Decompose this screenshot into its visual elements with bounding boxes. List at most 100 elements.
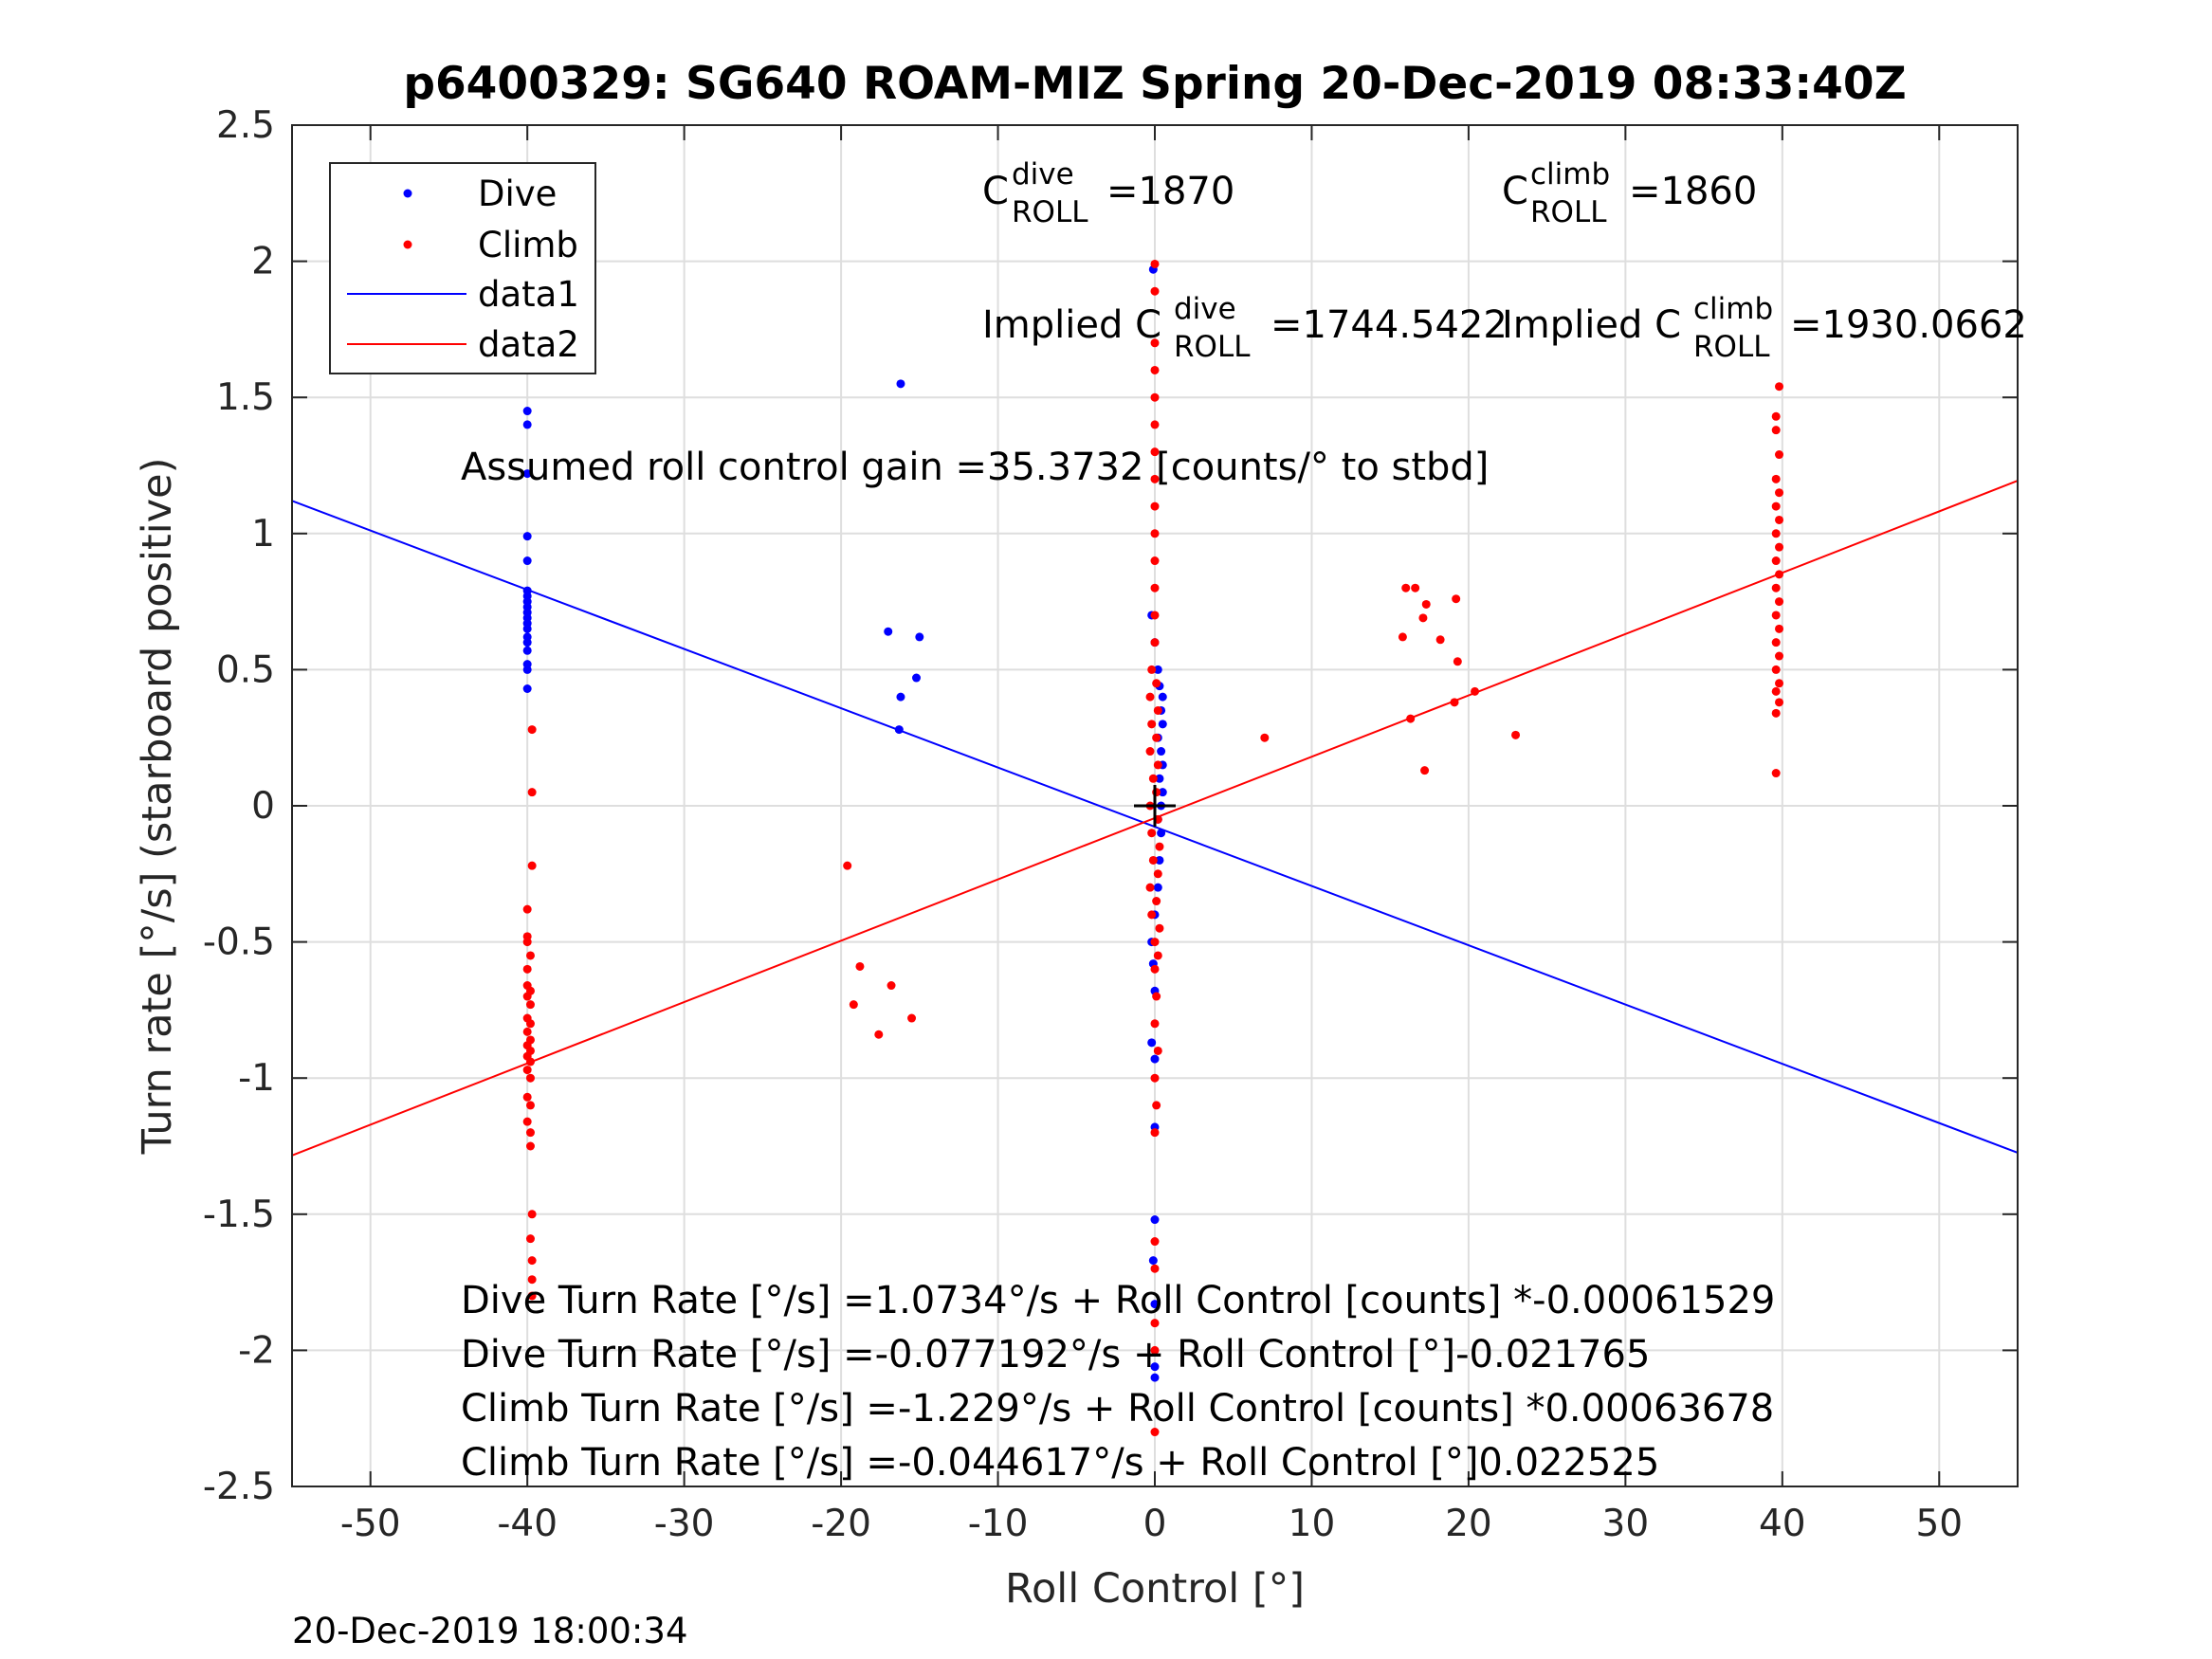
data-points	[522, 259, 1784, 1437]
point-dive	[1158, 788, 1167, 797]
point-climb	[525, 1101, 535, 1110]
x-tick-label: 0	[1143, 1503, 1167, 1545]
x-tick-label: 10	[1289, 1503, 1336, 1545]
point-climb	[1153, 951, 1162, 960]
x-tick-label: -30	[654, 1503, 715, 1545]
point-climb	[1771, 583, 1781, 592]
point-climb	[887, 981, 896, 991]
point-dive	[1155, 774, 1164, 783]
y-tick-label: 0	[251, 785, 275, 828]
point-climb	[1148, 774, 1158, 783]
point-climb	[1775, 624, 1784, 633]
point-climb	[1771, 556, 1781, 566]
point-climb	[1150, 556, 1160, 566]
c-dive-base: C	[982, 170, 1009, 213]
y-tick-label: 1	[251, 513, 275, 556]
point-climb	[1775, 570, 1784, 579]
point-dive	[522, 665, 532, 674]
point-dive	[896, 379, 905, 389]
fit-line-data1	[291, 500, 2019, 1154]
x-axis-ticks: -50 -40 -30 -20 -10 0 10 20 30 40 50	[340, 125, 1963, 1545]
point-climb	[1771, 769, 1781, 778]
point-climb	[525, 951, 535, 960]
point-dive	[1150, 1362, 1160, 1372]
point-climb	[527, 725, 537, 735]
x-tick-label: 40	[1759, 1503, 1806, 1545]
point-climb	[1150, 583, 1160, 592]
point-climb	[874, 1030, 884, 1039]
implied-dive-annotation: Implied C dive ROLL =1744.5422	[982, 292, 1508, 364]
point-climb	[527, 788, 537, 797]
point-climb	[527, 861, 537, 870]
implied-climb-annotation: Implied C climb ROLL =1930.0662	[1502, 292, 2027, 364]
point-climb	[1450, 698, 1459, 707]
point-climb	[1771, 686, 1781, 696]
point-dive	[894, 725, 904, 735]
x-tick-label: -20	[811, 1503, 871, 1545]
point-dive	[1150, 1054, 1160, 1064]
legend-data2-label: data2	[478, 324, 579, 365]
point-climb	[1421, 599, 1431, 609]
point-dive	[1153, 665, 1162, 674]
point-climb	[1420, 766, 1430, 775]
y-tick-label: -0.5	[203, 921, 275, 964]
chart-title: p6400329: SG640 ROAM-MIZ Spring 20-Dec-2…	[403, 58, 1906, 110]
point-climb	[1150, 1128, 1160, 1138]
point-climb	[1471, 686, 1480, 696]
point-dive	[1147, 1038, 1157, 1048]
y-tick-label: -2	[238, 1329, 275, 1372]
legend-dive-swatch	[403, 189, 412, 198]
implied-dive-sub: ROLL	[1174, 330, 1251, 364]
point-climb	[1152, 992, 1161, 1001]
y-tick-label: -2.5	[203, 1466, 275, 1508]
point-climb	[1150, 1345, 1160, 1355]
point-dive	[522, 684, 532, 694]
point-climb	[1775, 597, 1784, 607]
point-climb	[1153, 705, 1162, 715]
y-tick-label: 2.5	[216, 104, 275, 147]
point-climb	[1775, 515, 1784, 524]
x-tick-label: 30	[1602, 1503, 1650, 1545]
implied-climb-base: Implied C	[1502, 303, 1681, 347]
point-climb	[1150, 1428, 1160, 1437]
point-climb	[1401, 583, 1411, 592]
point-climb	[1150, 638, 1160, 647]
legend-box	[329, 162, 596, 374]
point-dive	[884, 627, 893, 636]
point-climb	[527, 1291, 537, 1301]
point-climb	[1150, 338, 1160, 348]
y-tick-label: -1.5	[203, 1194, 275, 1236]
point-dive	[1150, 1373, 1160, 1382]
legend-climb-swatch	[403, 240, 412, 249]
point-climb	[1147, 720, 1157, 729]
point-climb	[1150, 474, 1160, 483]
implied-climb-value: =1930.0662	[1790, 303, 2027, 347]
point-climb	[1771, 426, 1781, 435]
point-climb	[1511, 730, 1521, 739]
point-climb	[1150, 964, 1160, 974]
fit-line-dive-degrees: Dive Turn Rate [°/s] =-0.077192°/s + Rol…	[461, 1333, 1650, 1376]
implied-climb-sub: ROLL	[1693, 330, 1770, 364]
point-climb	[1260, 733, 1270, 742]
implied-dive-value: =1744.5422	[1271, 303, 1508, 347]
c-climb-annotation: C climb ROLL =1860	[1502, 157, 1757, 229]
point-climb	[1153, 760, 1162, 770]
point-climb	[1147, 665, 1157, 674]
c-dive-annotation: C dive ROLL =1870	[982, 157, 1234, 229]
point-climb	[1150, 1319, 1160, 1328]
point-climb	[1153, 1046, 1162, 1055]
point-dive	[522, 556, 532, 566]
point-dive	[522, 469, 532, 479]
point-climb	[1152, 733, 1161, 742]
point-dive	[912, 673, 922, 683]
x-tick-label: -50	[340, 1503, 401, 1545]
c-climb-sub: ROLL	[1530, 195, 1607, 229]
point-climb	[527, 1256, 537, 1266]
point-climb	[1150, 1237, 1160, 1247]
implied-dive-sup: dive	[1174, 292, 1236, 326]
point-dive	[1148, 1256, 1158, 1266]
point-climb	[1775, 488, 1784, 498]
legend: Dive Climb data1 data2	[329, 162, 596, 374]
point-climb	[843, 861, 852, 870]
